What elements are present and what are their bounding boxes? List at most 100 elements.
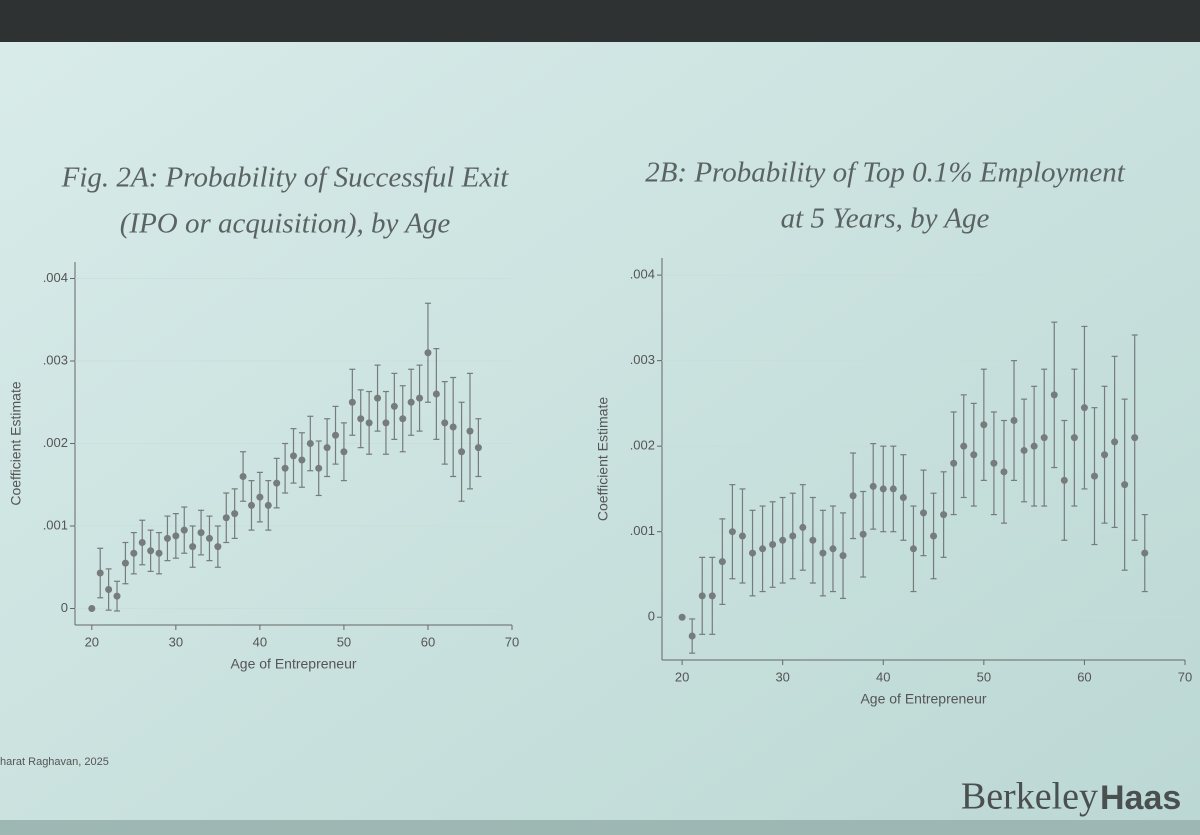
point	[382, 419, 390, 427]
y-tick-label: 0	[61, 600, 68, 615]
x-tick-label: 20	[85, 634, 99, 649]
y-tick-label: .002	[630, 438, 655, 453]
point	[859, 530, 867, 538]
x-tick-label: 60	[421, 634, 435, 649]
point	[96, 569, 104, 577]
point	[899, 493, 907, 501]
x-tick-label: 30	[775, 669, 789, 684]
y-tick-label: .003	[43, 352, 68, 367]
point	[231, 510, 239, 518]
point	[189, 543, 197, 551]
point	[474, 444, 482, 452]
y-axis-label: Coefficient Estimate	[595, 397, 611, 521]
point	[138, 539, 146, 546]
y-axis-label: Coefficient Estimate	[8, 381, 24, 505]
chart-title: (IPO or acquisition), by Age	[120, 208, 451, 240]
point	[879, 485, 887, 493]
chart-title: at 5 Years, by Age	[781, 203, 990, 235]
y-tick-label: .004	[630, 267, 655, 282]
x-tick-label: 70	[1178, 669, 1192, 684]
point	[920, 509, 927, 517]
point	[424, 349, 432, 357]
point	[432, 390, 440, 398]
point	[1000, 468, 1008, 476]
point	[688, 632, 696, 640]
bottom-band	[0, 820, 1200, 835]
point	[839, 552, 847, 560]
y-tick-label: .003	[630, 352, 655, 367]
point	[930, 532, 938, 540]
point	[155, 549, 163, 557]
logo: Haas	[1100, 779, 1181, 817]
point	[239, 473, 247, 480]
point	[1131, 434, 1139, 442]
point	[197, 529, 205, 537]
point	[980, 421, 988, 429]
point	[1020, 446, 1028, 454]
point	[256, 493, 264, 501]
point	[1060, 476, 1068, 484]
point	[1121, 481, 1129, 489]
x-tick-label: 70	[505, 634, 519, 649]
x-tick-label: 30	[169, 634, 183, 649]
point	[1050, 391, 1058, 399]
point	[728, 528, 736, 536]
point	[809, 536, 817, 544]
point	[909, 545, 917, 553]
x-tick-label: 60	[1077, 669, 1091, 684]
logo: Berkeley	[961, 776, 1098, 818]
x-tick-label: 50	[977, 669, 991, 684]
point	[779, 536, 787, 544]
x-tick-label: 50	[337, 634, 351, 649]
chart-title: 2B: Probability of Top 0.1% Employment	[645, 157, 1125, 189]
point	[172, 532, 180, 540]
point	[340, 448, 348, 456]
point	[1080, 404, 1088, 412]
point	[789, 532, 797, 540]
x-tick-label: 40	[253, 634, 267, 649]
point	[678, 613, 686, 621]
point	[738, 532, 746, 540]
point	[799, 523, 807, 531]
point	[298, 456, 306, 464]
point	[247, 501, 255, 509]
point	[357, 415, 365, 423]
point	[1070, 434, 1078, 442]
point	[1101, 451, 1109, 459]
point	[769, 541, 777, 549]
point	[950, 459, 958, 467]
point	[374, 394, 382, 402]
point	[1040, 434, 1048, 442]
point	[281, 464, 289, 472]
x-axis-label: Age of Entrepreneur	[230, 656, 356, 672]
point	[407, 398, 415, 406]
point	[214, 543, 222, 551]
y-tick-label: 0	[648, 609, 655, 624]
point	[1030, 442, 1038, 450]
point	[708, 592, 716, 600]
point	[88, 605, 96, 612]
point	[130, 549, 138, 557]
point	[121, 559, 129, 567]
point	[416, 394, 424, 402]
point	[1010, 417, 1018, 425]
point	[970, 451, 978, 459]
point	[113, 592, 121, 600]
point	[306, 440, 314, 447]
point	[466, 427, 474, 435]
point	[205, 534, 213, 542]
point	[759, 545, 767, 553]
point	[1111, 438, 1119, 446]
point	[147, 547, 155, 555]
point	[264, 501, 272, 509]
point	[990, 459, 998, 467]
x-axis-label: Age of Entrepreneur	[860, 691, 986, 707]
point	[698, 592, 706, 600]
top-band	[0, 0, 1200, 42]
point	[323, 444, 331, 452]
point	[819, 549, 827, 557]
point	[290, 452, 297, 460]
point	[390, 402, 398, 410]
point	[869, 482, 877, 490]
